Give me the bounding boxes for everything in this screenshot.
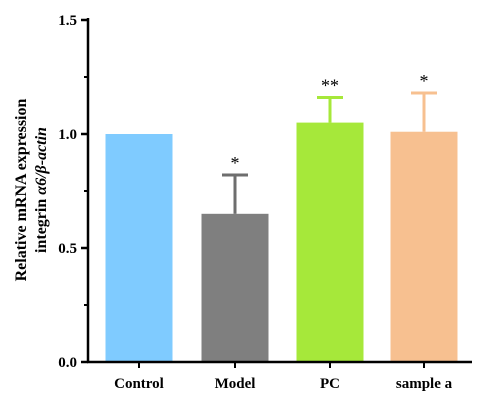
y-tick-label-2: 0.5 xyxy=(58,241,77,257)
y-tick-label-4: 1.5 xyxy=(58,13,77,29)
y-axis-title: Relative mRNA expression integrin α6/β-a… xyxy=(13,99,50,282)
y-axis-title-line2: integrin α6/β-actin xyxy=(33,127,50,253)
bar-4 xyxy=(390,131,458,362)
y-axis-title-italic: α6/β-actin xyxy=(33,127,50,195)
x-tick-label-4: sample a xyxy=(396,376,453,392)
y-axis-title-line1: Relative mRNA expression xyxy=(13,99,30,282)
x-tick-label-3: PC xyxy=(320,376,340,392)
significance-mark-3: ** xyxy=(321,76,339,96)
x-tick-label-1: Control xyxy=(114,376,164,392)
significance-mark-2: * xyxy=(231,153,240,173)
y-tick-label-1: 0.0 xyxy=(58,355,77,371)
y-tick-label-3: 1.0 xyxy=(58,127,77,143)
bar-3 xyxy=(296,122,364,362)
y-axis-title-prefix: integrin xyxy=(33,195,50,253)
significance-mark-4: * xyxy=(420,71,429,91)
bar-1 xyxy=(105,134,173,362)
bar-2 xyxy=(201,213,269,362)
x-tick-label-2: Model xyxy=(215,376,256,392)
